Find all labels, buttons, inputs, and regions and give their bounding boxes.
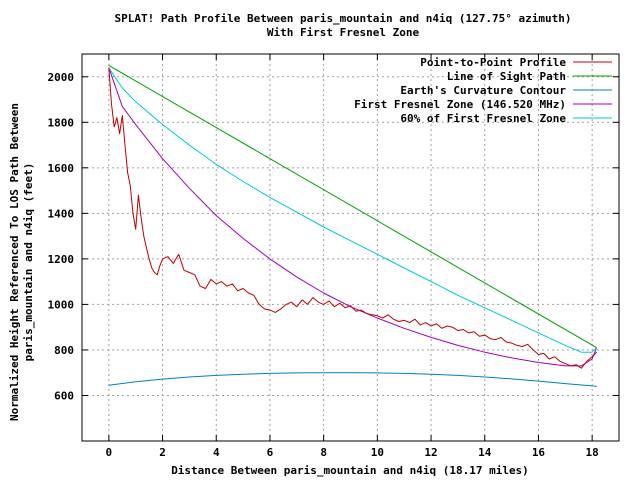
legend-entry-label: 60% of First Fresnel Zone	[400, 112, 566, 125]
x-tick-label: 10	[371, 446, 384, 459]
x-axis-ticks: 0 2 4 6 8 10 12 14 16 18	[106, 54, 599, 459]
y-tick-label: 2000	[48, 71, 75, 84]
y-axis-label-line1: Normalized Height Referenced To LOS Path…	[8, 103, 21, 421]
plot-frame	[81, 53, 620, 442]
y-axis-ticks: 600 800 1000 1200 1400 1600 1800 2000	[48, 71, 619, 402]
x-tick-label: 0	[106, 446, 113, 459]
x-tick-label: 12	[424, 446, 437, 459]
legend-entry-label: Line of Sight Path	[447, 70, 566, 83]
x-tick-label: 2	[159, 446, 166, 459]
series-line-60-of-first-fresnel-zone	[108, 67, 598, 353]
x-axis-label: Distance Between paris_mountain and n4iq…	[171, 464, 529, 477]
y-tick-label: 1000	[48, 298, 75, 311]
series-line-earth-s-curvature-contour	[108, 372, 597, 387]
y-tick-label: 1600	[48, 162, 75, 175]
x-tick-label: 8	[320, 446, 327, 459]
y-axis-label-line2: paris_mountain and n4iq (feet)	[22, 163, 35, 362]
series-layer	[108, 64, 598, 387]
chart-title: SPLAT! Path Profile Between paris_mounta…	[115, 12, 572, 25]
y-tick-label: 1400	[48, 207, 75, 220]
x-tick-label: 6	[267, 446, 274, 459]
series-line-line-of-sight-path	[108, 64, 597, 349]
y-tick-label: 800	[54, 344, 74, 357]
legend-entry-label: Earth's Curvature Contour	[400, 84, 566, 97]
x-tick-label: 18	[586, 446, 599, 459]
y-tick-label: 600	[54, 389, 74, 402]
x-tick-label: 16	[532, 446, 546, 459]
legend-entry-label: Point-to-Point Profile	[420, 56, 566, 69]
y-tick-label: 1800	[48, 116, 75, 129]
chart-subtitle: With First Fresnel Zone	[267, 26, 420, 39]
x-tick-label: 4	[213, 446, 220, 459]
series-line-point-to-point-profile	[108, 67, 598, 369]
y-tick-label: 1200	[48, 253, 75, 266]
legend-entry-label: First Fresnel Zone (146.520 MHz)	[354, 98, 566, 111]
x-tick-label: 14	[478, 446, 492, 459]
